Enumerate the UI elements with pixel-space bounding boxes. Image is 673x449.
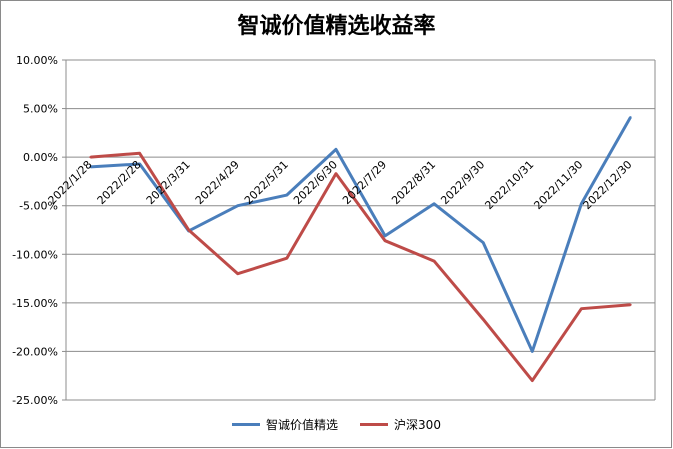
legend-swatch (360, 423, 389, 426)
y-tick-label: -15.00% (12, 297, 58, 310)
y-tick-label: -5.00% (19, 200, 58, 213)
data-point (89, 155, 92, 159)
y-tick-label: 5.00% (23, 103, 58, 116)
legend-label: 智诚价值精选 (266, 418, 339, 432)
y-tick-label: 0.00% (23, 151, 58, 164)
y-tick-label: -25.00% (12, 394, 58, 407)
x-tick-label: 2022/9/30 (438, 158, 487, 207)
data-point (334, 172, 338, 175)
x-tick-label: 2022/8/31 (389, 158, 438, 207)
data-point (285, 256, 289, 260)
data-point (629, 116, 632, 119)
x-tick-label: 2022/12/30 (581, 158, 635, 212)
legend-label: 沪深300 (394, 418, 441, 432)
data-point (285, 193, 289, 197)
legend: 智诚价值精选 沪深300 (0, 416, 673, 433)
data-point (383, 234, 387, 238)
series-line-2 (90, 151, 631, 383)
data-point (580, 307, 583, 310)
data-point (383, 239, 387, 242)
series-line-1 (90, 116, 632, 353)
gridlines (62, 59, 656, 401)
data-point (138, 152, 141, 155)
data-point (482, 318, 485, 321)
chart-title: 智诚价值精选收益率 (237, 14, 436, 39)
x-tick-label: 2022/1/28 (46, 158, 95, 207)
data-point (580, 202, 583, 205)
legend-swatch (232, 423, 261, 426)
data-point (482, 241, 485, 244)
data-point (89, 165, 92, 169)
x-tick-label: 2022/10/31 (482, 158, 536, 212)
data-point (432, 259, 436, 263)
y-axis-ticks: 10.00% 5.00% 0.00% -5.00% -10.00% -15.00% -20.… (12, 54, 58, 407)
x-tick-label: 2022/11/30 (531, 158, 585, 212)
data-point (187, 228, 190, 232)
data-point (236, 272, 239, 275)
data-point (138, 162, 141, 166)
data-point (531, 350, 534, 353)
y-tick-label: -10.00% (12, 248, 58, 261)
data-point (629, 303, 632, 306)
data-point (236, 204, 239, 207)
x-axis-ticks: 2022/1/28 2022/2/28 2022/3/31 2022/4/29 2022… (46, 158, 635, 212)
series-lines (89, 116, 632, 383)
y-tick-label: 10.00% (16, 54, 58, 67)
x-tick-label: 2022/4/29 (193, 158, 242, 207)
data-point (531, 379, 534, 382)
legend-item-series-1: 智诚价值精选 (232, 416, 338, 433)
data-point (432, 202, 436, 205)
y-tick-label: -20.00% (12, 345, 58, 358)
legend-item-series-2: 沪深300 (360, 416, 441, 433)
data-point (334, 148, 338, 151)
